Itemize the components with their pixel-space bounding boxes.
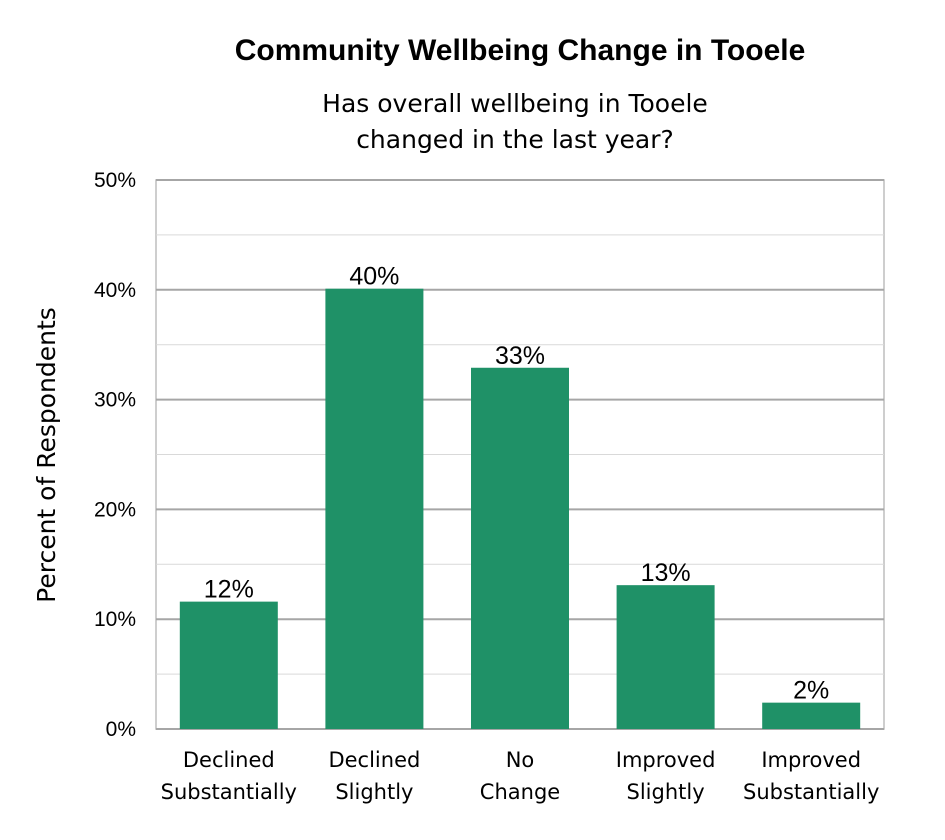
y-axis-label: Percent of Respondents <box>32 307 61 603</box>
y-tick-label: 10% <box>94 608 136 631</box>
y-tick-label: 0% <box>106 718 136 741</box>
chart-title: Community Wellbeing Change in Tooele <box>235 34 806 67</box>
data-label: 13% <box>641 559 691 587</box>
x-tick-label: Improved <box>616 748 716 772</box>
x-tick-label: Substantially <box>743 780 879 804</box>
x-tick-label: Slightly <box>335 780 413 804</box>
bar <box>179 601 278 729</box>
x-tick-label: Substantially <box>161 780 297 804</box>
chart-subtitle-line-1: Has overall wellbeing in Tooele <box>322 89 708 118</box>
data-label: 12% <box>204 576 254 604</box>
bar <box>616 585 715 729</box>
data-label: 33% <box>495 342 545 370</box>
x-tick-label: Slightly <box>627 780 705 804</box>
bar <box>471 367 569 729</box>
bars <box>179 288 861 729</box>
y-tick-label: 50% <box>94 169 136 192</box>
data-label: 40% <box>349 263 399 291</box>
x-tick-label: Declined <box>328 748 420 772</box>
y-tick-label: 30% <box>94 389 136 412</box>
y-tick-label: 40% <box>94 279 136 302</box>
bar <box>325 288 424 729</box>
bar <box>762 702 861 729</box>
data-label: 2% <box>793 677 829 705</box>
labels: 0% 10% 20% 30% 40% 50% 12% Declined Substantiall… <box>94 169 879 804</box>
x-tick-label: Improved <box>761 748 861 772</box>
x-tick-label: Declined <box>183 748 275 772</box>
x-tick-label: Change <box>480 780 560 804</box>
chart-subtitle-line-2: changed in the last year? <box>356 125 674 154</box>
y-tick-label: 20% <box>94 498 136 521</box>
x-tick-label: No <box>506 748 535 772</box>
